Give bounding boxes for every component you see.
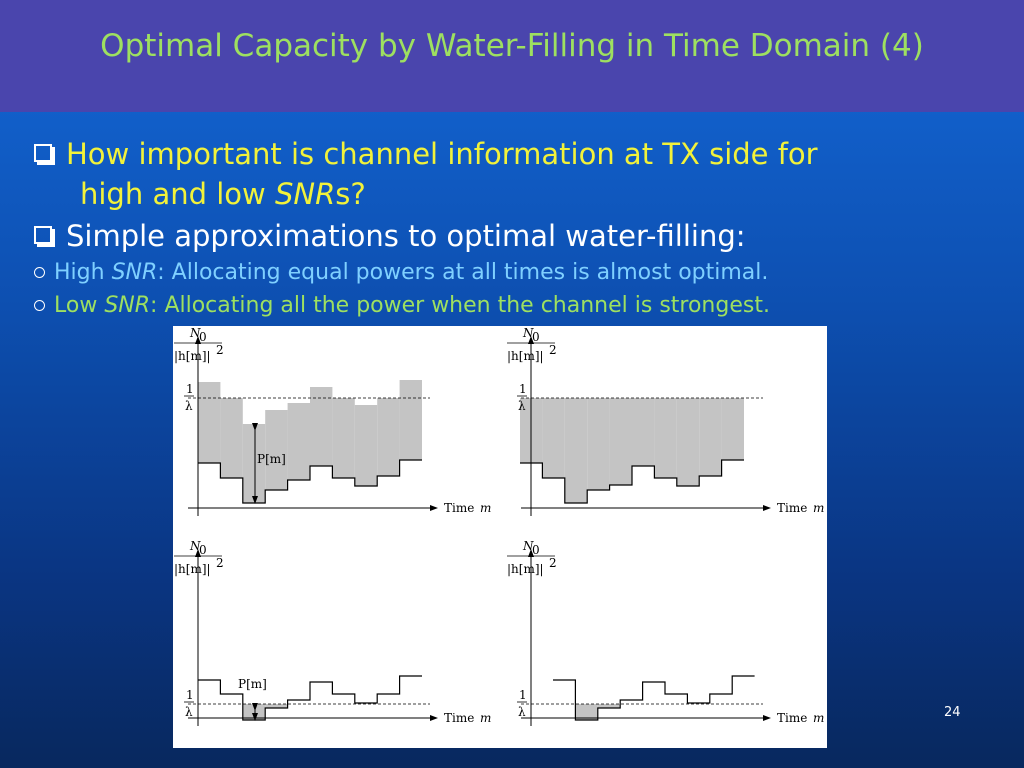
power-fill [265, 410, 288, 490]
bullet-text: SNR [274, 177, 336, 211]
bullet-marker [34, 226, 52, 244]
slide-title: Optimal Capacity by Water-Filling in Tim… [100, 28, 924, 64]
power-fill [220, 398, 243, 478]
level-denominator: λ [518, 705, 526, 719]
gain-exponent: 2 [216, 343, 224, 357]
power-label: P[m] [238, 677, 267, 691]
bullet: How important is channel information at … [34, 134, 818, 214]
power-fill [609, 398, 632, 485]
bullet-marker [34, 144, 52, 162]
bullet-text: Simple approximations to optimal water-f… [66, 219, 746, 253]
gain-exponent: 2 [216, 556, 224, 570]
power-fill [310, 387, 333, 466]
sub-bullet: Low SNR: Allocating all the power when t… [34, 291, 770, 321]
power-fill [699, 398, 722, 476]
gain-exponent: 2 [549, 556, 557, 570]
power-fill [354, 405, 378, 486]
bullet-marker [34, 267, 45, 278]
noise-subscript: 0 [199, 330, 207, 344]
channel-curve [198, 675, 422, 721]
bullet-text: : Allocating equal powers at all times i… [157, 260, 769, 285]
x-variable: m [813, 711, 824, 725]
level-numerator: 1 [519, 688, 527, 702]
channel-curve [520, 459, 744, 504]
level-denominator: λ [185, 399, 193, 413]
bullet-text: : Allocating all the power when the chan… [150, 293, 770, 318]
power-fill [632, 398, 655, 466]
power-fill [575, 704, 598, 720]
noise-label: N [522, 539, 534, 553]
bullet-text: SNR [111, 260, 158, 285]
power-fill [597, 704, 621, 708]
x-variable: m [480, 501, 491, 515]
power-fill [287, 403, 310, 480]
power-fill [564, 398, 588, 503]
power-fill [721, 398, 744, 460]
channel-curve [198, 459, 422, 504]
noise-label: N [189, 326, 201, 340]
power-fill [542, 398, 565, 478]
page-number: 24 [944, 705, 961, 720]
bullet: Simple approximations to optimal water-f… [34, 216, 746, 256]
power-label: P[m] [257, 452, 286, 466]
bullet-text: SNR [104, 293, 151, 318]
power-fill [265, 704, 288, 708]
gain-label: |h[m]| [507, 349, 544, 363]
power-fill [332, 398, 355, 478]
bullet-text: Low [54, 293, 105, 318]
sub-bullet: High SNR: Allocating equal powers at all… [34, 258, 768, 288]
x-label: Time [777, 501, 807, 515]
x-variable: m [480, 711, 491, 725]
power-fill [676, 398, 700, 486]
channel-curve [553, 675, 755, 721]
bullet-text: high and low [80, 177, 275, 211]
noise-label: N [522, 326, 534, 340]
gain-exponent: 2 [549, 343, 557, 357]
power-fill [377, 398, 400, 476]
noise-subscript: 0 [532, 543, 540, 557]
title-bar [0, 0, 1024, 112]
x-variable: m [813, 501, 824, 515]
gain-label: |h[m]| [507, 562, 544, 576]
level-numerator: 1 [519, 382, 527, 396]
bullet-text: High [54, 260, 112, 285]
bullet-text: How important is channel information at … [66, 137, 818, 171]
gain-label: |h[m]| [174, 562, 211, 576]
power-fill [654, 398, 677, 478]
x-label: Time [444, 501, 474, 515]
level-denominator: λ [518, 399, 526, 413]
level-denominator: λ [185, 705, 193, 719]
power-fill [399, 380, 422, 460]
noise-label: N [189, 539, 201, 553]
power-fill [587, 398, 610, 490]
gain-label: |h[m]| [174, 349, 211, 363]
x-label: Time [777, 711, 807, 725]
level-numerator: 1 [186, 688, 194, 702]
figure-background [173, 326, 827, 748]
bullet-text: s? [335, 177, 366, 211]
level-numerator: 1 [186, 382, 194, 396]
power-fill [198, 382, 221, 463]
x-label: Time [444, 711, 474, 725]
noise-subscript: 0 [532, 330, 540, 344]
bullet-marker [34, 300, 45, 311]
noise-subscript: 0 [199, 543, 207, 557]
